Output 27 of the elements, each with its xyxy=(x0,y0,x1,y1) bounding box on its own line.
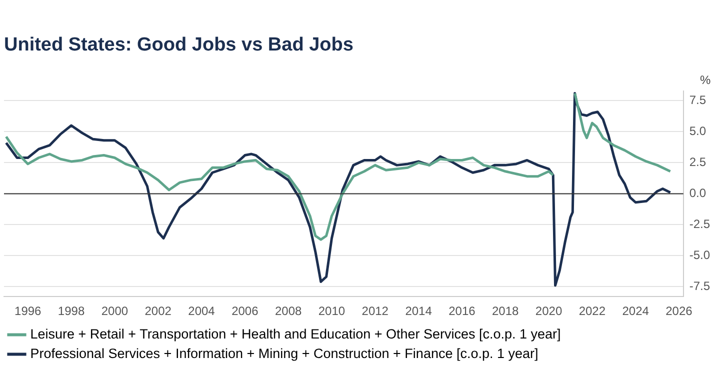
x-tick-label: 2004 xyxy=(188,304,216,318)
chart-title: United States: Good Jobs vs Bad Jobs xyxy=(4,34,354,56)
x-tick-label: 2012 xyxy=(362,304,389,318)
y-tick-label: 0.0 xyxy=(689,186,706,200)
x-tick-label: 2018 xyxy=(492,304,520,318)
y-tick-label: -2.5 xyxy=(689,217,710,232)
y-tick-label: 5.0 xyxy=(689,124,706,138)
x-tick-label: 2022 xyxy=(578,304,606,318)
y-tick-label: -7.5 xyxy=(689,278,710,293)
x-tick-label: 2006 xyxy=(232,304,259,318)
x-tick-label: 2008 xyxy=(274,304,302,318)
x-tick-label: 2026 xyxy=(666,304,693,318)
x-tick-label: 2014 xyxy=(405,304,432,318)
y-axis-title: % xyxy=(700,73,711,88)
x-tick-label: 1996 xyxy=(14,304,42,318)
x-tick-label: 2002 xyxy=(144,304,172,318)
y-tick-label: 7.5 xyxy=(689,93,706,108)
x-tick-label: 2016 xyxy=(448,304,476,318)
x-tick-label: 2010 xyxy=(318,304,346,318)
x-tick-label: 2024 xyxy=(622,304,650,318)
x-tick-label: 2000 xyxy=(101,304,128,318)
legend-label: Professional Services + Information + Mining + Construction + Finance [c.o.p. 1 year] xyxy=(30,346,538,361)
y-tick-label: -5.0 xyxy=(689,248,710,262)
x-tick-label: 2020 xyxy=(535,304,562,318)
legend-label: Leisure + Retail + Transportation + Health and Education + Other Services [c.o.p. 1 year] xyxy=(30,326,561,342)
x-tick-label: 1998 xyxy=(58,304,85,318)
y-tick-label: 2.5 xyxy=(689,155,706,170)
